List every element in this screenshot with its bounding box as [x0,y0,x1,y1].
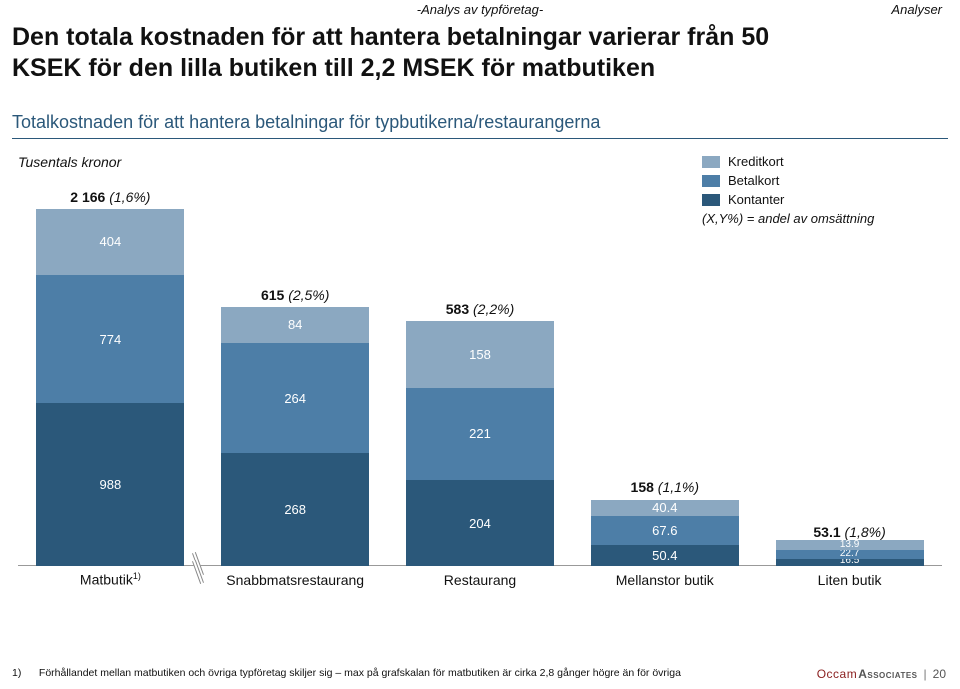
footer-separator: | [924,667,927,681]
bar-segment-kontanter: 50.4 [591,545,739,566]
bar-total-value: 583 [446,301,473,317]
bar-segment-kreditkort: 40.4 [591,500,739,517]
bar-segment-label: 40.4 [652,500,677,515]
chart-subtitle: Totalkostnaden för att hantera betalning… [12,112,600,133]
bar-segment-kontanter: 988 [36,403,184,566]
bar-segment-label: 264 [284,391,306,406]
bar-total-label: 158 (1,1%) [591,479,739,495]
category-sup: 1) [133,571,141,581]
bar-total-pct: (2,5%) [288,287,329,303]
bar-total-pct: (1,1%) [658,479,699,495]
bar-total-value: 2 166 [70,189,109,205]
bar-segment-betalkort: 22.7 [776,549,924,559]
bar-total-value: 158 [631,479,658,495]
divider [12,138,948,139]
axis-break-icon [190,556,206,582]
bar-segment-betalkort: 221 [406,388,554,481]
bar-total-pct: (1,8%) [845,524,886,540]
bar-total-value: 53.1 [813,524,844,540]
bar-segment-label: 50.4 [652,548,677,563]
brand-part-b: Associates [858,667,917,681]
bar-segment-label: 84 [288,317,302,332]
bar-total-label: 53.1 (1,8%) [776,524,924,540]
bar-segment-label: 221 [469,426,491,441]
category-label: Mellanstor butik [591,572,739,588]
bar-segment-label: 988 [100,477,122,492]
page-title: Den totala kostnaden för att hantera bet… [12,22,772,83]
bar-segment-kreditkort: 158 [406,321,554,387]
bar-segment-kreditkort: 84 [221,307,369,342]
footnote-number: 1) [12,667,36,679]
bar-segment-betalkort: 67.6 [591,516,739,544]
bar-segment-label: 67.6 [652,523,677,538]
footnote: 1) Förhållandet mellan matbutiken och öv… [12,667,732,679]
bar-segment-betalkort: 264 [221,343,369,454]
bar-segment-label: 404 [100,234,122,249]
bar-total-pct: (2,2%) [473,301,514,317]
page-number: 20 [933,667,946,681]
y-axis-label: Tusentals kronor [18,154,121,170]
footer-brand: OccamAssociates | 20 [817,667,946,681]
footnote-text: Förhållandet mellan matbutiken och övrig… [39,667,719,679]
bar-segment-label: 268 [284,502,306,517]
bar-total-value: 615 [261,287,288,303]
bar-total-label: 615 (2,5%) [221,287,369,303]
bar-segment-label: 13.9 [840,540,859,550]
category-label: Matbutik1) [36,571,184,588]
bar-segment-betalkort: 774 [36,275,184,403]
legend-label: Kreditkort [728,154,784,169]
bar-segment-kreditkort: 13.9 [776,540,924,550]
bar-segment-kontanter: 268 [221,453,369,566]
stacked-bar-chart: 9887744042 166 (1,6%)Matbutik1)268264846… [18,180,942,590]
bar-segment-label: 204 [469,516,491,531]
bar-segment-label: 158 [469,347,491,362]
header-kicker: -Analys av typföretag- [0,2,960,17]
legend-swatch [702,156,720,168]
bar-segment-kreditkort: 404 [36,209,184,276]
header-section-label: Analyser [891,2,942,17]
bar-total-label: 2 166 (1,6%) [36,189,184,205]
bar-segment-label: 774 [100,332,122,347]
bar-segment-label: 22.7 [840,549,859,559]
category-label: Restaurang [406,572,554,588]
category-label: Snabbmatsrestaurang [221,572,369,588]
brand-part-a: Occam [817,667,858,681]
bar-segment-kontanter: 204 [406,480,554,566]
bar-total-label: 583 (2,2%) [406,301,554,317]
category-label: Liten butik [776,572,924,588]
bar-total-pct: (1,6%) [109,189,150,205]
legend-item: Kreditkort [702,154,942,169]
